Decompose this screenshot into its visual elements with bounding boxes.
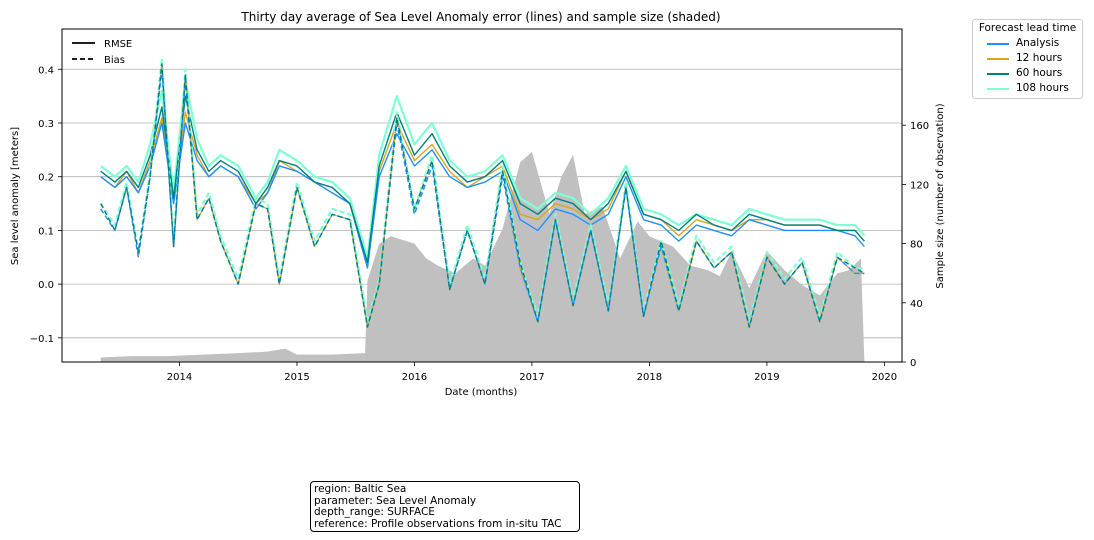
legend-label-60-hours: 60 hours <box>1016 67 1063 79</box>
sample-size-area <box>100 151 865 362</box>
y2-tick-label-2: 80 <box>910 240 923 251</box>
rmse-h12-line <box>100 111 865 264</box>
y2-tick-label-3: 120 <box>910 180 929 191</box>
x-tick-label-3: 2017 <box>519 372 544 383</box>
legend-label-108-hours: 108 hours <box>1016 82 1069 94</box>
y2-tick-label-1: 40 <box>910 299 923 310</box>
y-tick-label-3: 0.2 <box>38 173 54 184</box>
y2-tick-label-4: 160 <box>910 121 929 132</box>
legend-swatch-analysis <box>987 43 1009 45</box>
y-tick-label-4: 0.3 <box>38 119 54 130</box>
x-axis-label: Date (months) <box>445 387 518 398</box>
bias-h60-line <box>100 63 865 328</box>
info-depth-range: depth_range: SURFACE <box>314 506 435 518</box>
y-tick-label-0: −0.1 <box>30 334 54 345</box>
info-region: region: Baltic Sea <box>314 483 407 495</box>
metadata-info-box: region: Baltic Sea parameter: Sea Level … <box>310 481 580 532</box>
info-parameter: parameter: Sea Level Anomaly <box>314 494 477 507</box>
y-tick-label-2: 0.1 <box>38 226 54 237</box>
rmse-analysis-line <box>100 122 865 269</box>
y-axis-label: Sea level anomaly [meters] <box>10 127 21 265</box>
y2-tick-label-0: 0 <box>910 358 916 369</box>
y2-axis-ticks: 0 40 80 120 160 <box>902 121 929 369</box>
legend-label-12-hours: 12 hours <box>1016 52 1063 64</box>
y-axis-ticks: −0.1 0.0 0.1 0.2 0.3 0.4 <box>30 65 62 345</box>
y-tick-label-1: 0.0 <box>38 280 54 291</box>
x-tick-label-4: 2018 <box>637 372 662 383</box>
chart-title: Thirty day average of Sea Level Anomaly … <box>240 10 720 24</box>
legend-swatch-108-hours <box>987 88 1009 90</box>
legend-swatch-60-hours <box>987 73 1009 75</box>
rmse-h108-line <box>100 78 866 259</box>
legend-swatch-12-hours <box>987 58 1009 60</box>
x-tick-label-5: 2019 <box>754 372 779 383</box>
legend-rmse-label: RMSE <box>104 39 132 50</box>
series-legend: Forecast lead time Analysis 12 hours 60 … <box>972 19 1083 99</box>
style-legend: RMSE Bias <box>72 39 132 66</box>
plot-frame <box>61 28 903 363</box>
x-axis-ticks: 2014 2015 2016 2017 2018 2019 2020 <box>167 362 897 383</box>
x-tick-label-1: 2015 <box>284 372 309 383</box>
y-tick-label-5: 0.4 <box>38 65 54 76</box>
bias-lines <box>99 57 865 328</box>
rmse-lines <box>100 78 866 269</box>
rmse-h60-line <box>100 95 865 264</box>
series-legend-title: Forecast lead time <box>978 22 1077 34</box>
x-tick-label-0: 2014 <box>167 372 192 383</box>
x-tick-label-2: 2016 <box>402 372 427 383</box>
sample-size-shaded <box>100 151 865 362</box>
legend-bias-label: Bias <box>104 55 125 66</box>
info-reference: reference: Profile observations from in-… <box>314 517 562 530</box>
y2-axis-label: Sample size (number of observation) <box>935 103 946 288</box>
legend-label-analysis: Analysis <box>1016 37 1060 49</box>
x-tick-label-6: 2020 <box>872 372 897 383</box>
